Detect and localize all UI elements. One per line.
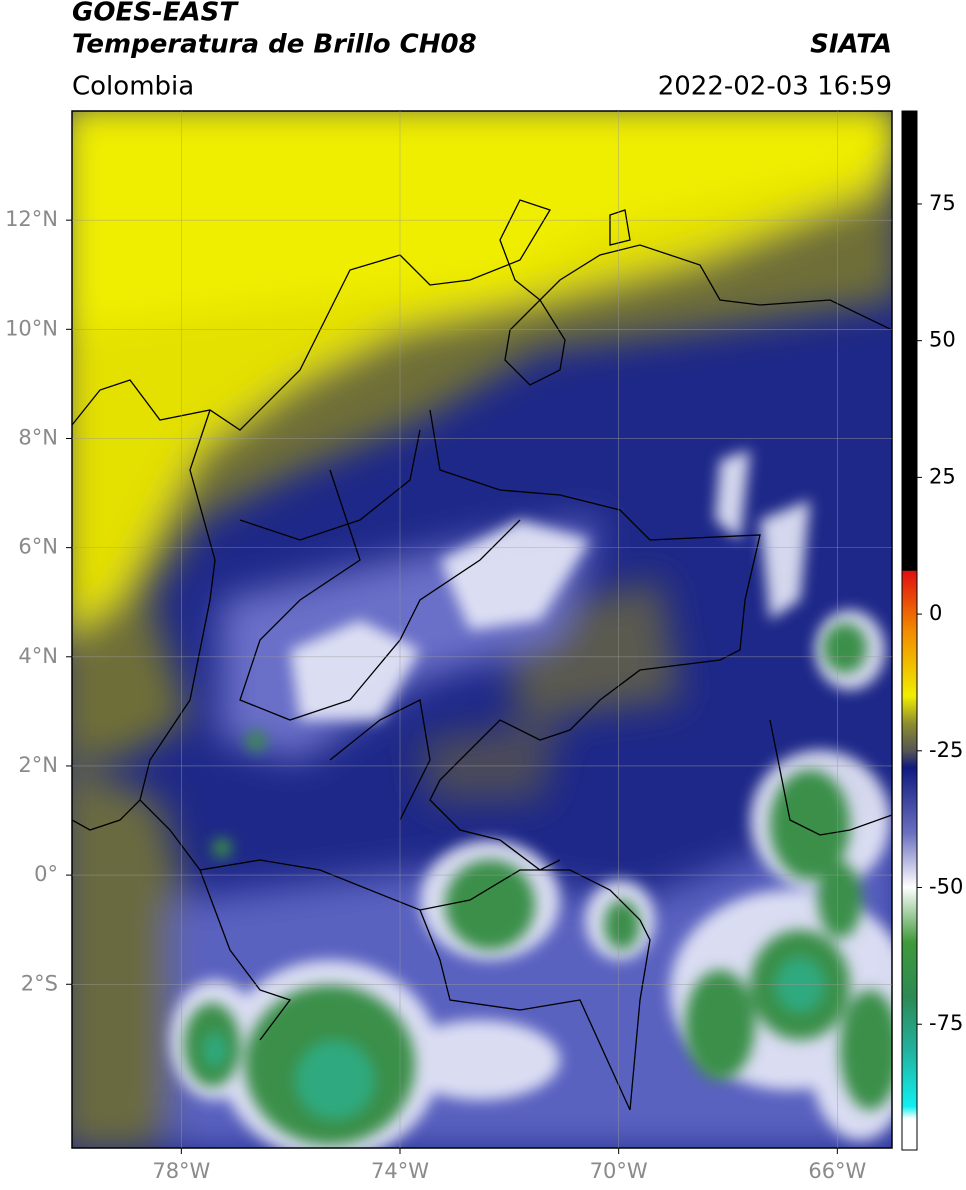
colorbar-tick-label: 75 xyxy=(929,191,956,215)
colorbar-tick-label: -25 xyxy=(929,738,963,762)
y-tick-label: 6°N xyxy=(18,535,58,559)
datetime: 2022-02-03 16:59 xyxy=(658,72,892,102)
y-tick-label: 2°N xyxy=(18,753,58,777)
y-tick-label: 2°S xyxy=(21,971,58,995)
y-tick-label: 4°N xyxy=(18,644,58,668)
x-tick-label: 66°W xyxy=(808,1159,866,1183)
borders xyxy=(72,199,892,1111)
subtitle: Temperatura de Brillo CH08 xyxy=(72,30,477,60)
x-tick-label: 70°W xyxy=(590,1159,648,1183)
map-frame xyxy=(71,110,893,1149)
satellite-image xyxy=(72,111,892,1148)
colorbar-tick-label: 25 xyxy=(929,464,956,488)
title: GOES-EAST xyxy=(72,0,239,28)
colorbar-tick-label: -50 xyxy=(929,875,963,899)
x-tick-label: 74°W xyxy=(371,1159,429,1183)
source: SIATA xyxy=(810,30,892,60)
colorbar-tick-label: 50 xyxy=(929,328,956,352)
y-tick-label: 12°N xyxy=(5,207,58,231)
y-tick-label: 0° xyxy=(34,862,58,886)
y-tick-label: 10°N xyxy=(5,316,58,340)
region: Colombia xyxy=(72,72,194,102)
y-tick-label: 8°N xyxy=(18,425,58,449)
colorbar-tick-label: -75 xyxy=(929,1011,963,1035)
x-tick-label: 78°W xyxy=(152,1159,210,1183)
colorbar xyxy=(901,110,918,1151)
colorbar-tick-label: 0 xyxy=(929,601,942,625)
